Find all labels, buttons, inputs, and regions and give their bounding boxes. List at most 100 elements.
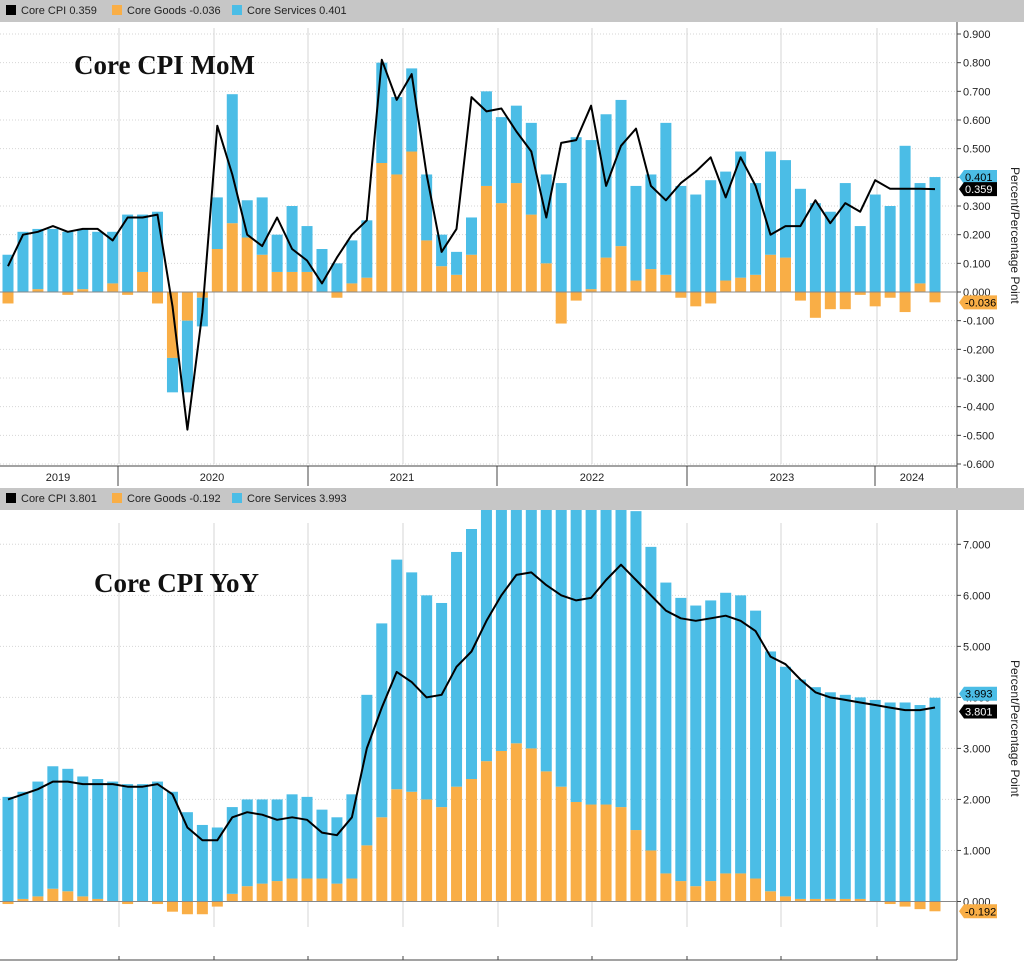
bar-core-goods [421, 240, 433, 292]
bar-core-services [226, 807, 238, 894]
bar-core-goods [630, 830, 642, 902]
bar-core-services [585, 510, 597, 805]
bar-core-services [839, 694, 851, 899]
bar-core-services [809, 687, 821, 899]
bar-core-services [226, 94, 238, 224]
bar-core-services [869, 194, 881, 292]
x-year-label: 2024 [900, 472, 924, 484]
bar-core-goods [2, 901, 14, 905]
panel-yoy: Core CPI 3.801 Core Goods -0.192 Core Se… [0, 488, 1024, 965]
y-tick-label: -0.100 [963, 316, 994, 328]
y-tick-label: 0.500 [963, 144, 991, 156]
bar-core-goods [436, 266, 448, 292]
legend-core-goods-mom[interactable]: Core Goods -0.036 [112, 0, 221, 22]
bar-core-goods [166, 292, 178, 358]
bar-core-services [705, 180, 717, 292]
bar-core-goods [884, 901, 896, 905]
bar-core-services [466, 217, 477, 255]
bar-core-goods [152, 292, 164, 304]
x-year-label: 2020 [200, 472, 224, 484]
bar-core-services [152, 781, 164, 902]
bar-core-services [122, 784, 134, 902]
bar-core-services [211, 197, 223, 249]
bar-core-services [585, 140, 597, 290]
bar-core-services [286, 206, 298, 272]
last-value-core-goods-text: -0.192 [965, 906, 996, 918]
bar-core-services [794, 188, 806, 292]
bar-core-services [107, 231, 119, 284]
x-year-label: 2021 [390, 472, 414, 484]
bar-core-goods [480, 185, 492, 292]
bar-core-services [77, 228, 89, 290]
bar-core-goods [615, 807, 627, 902]
bar-core-services [77, 776, 89, 897]
legend-core-cpi-yoy[interactable]: Core CPI 3.801 [6, 488, 97, 510]
legend-core-services-mom[interactable]: Core Services 0.401 [232, 0, 347, 22]
bar-core-services [884, 206, 896, 292]
last-value-core-cpi-tag [959, 704, 997, 719]
bar-core-goods [540, 263, 552, 292]
bar-core-goods [525, 748, 537, 902]
legend-value: 3.801 [69, 493, 97, 505]
bar-core-goods [62, 292, 74, 295]
bar-core-goods [854, 898, 866, 902]
bar-core-services [17, 231, 29, 292]
y-tick-label: -0.600 [963, 459, 994, 471]
legend-core-cpi-mom[interactable]: Core CPI 0.359 [6, 0, 97, 22]
bar-core-services [555, 183, 567, 292]
bar-core-services [361, 220, 373, 278]
bar-core-goods [122, 901, 134, 905]
bar-core-services [555, 510, 567, 787]
bar-core-services [510, 510, 522, 744]
bar-core-services [466, 529, 477, 780]
bar-core-services [540, 174, 552, 264]
bar-core-services [47, 766, 59, 889]
bar-core-services [286, 794, 298, 879]
bar-core-goods [495, 203, 507, 292]
bar-core-services [765, 151, 777, 255]
bar-core-goods [2, 292, 14, 304]
bar-core-goods [331, 883, 343, 902]
bar-core-services [615, 99, 627, 247]
y-tick-label: 7.000 [963, 539, 991, 551]
y-tick-label: -0.400 [963, 402, 994, 414]
legend-core-goods-yoy[interactable]: Core Goods -0.192 [112, 488, 221, 510]
bar-core-services [421, 174, 433, 241]
bar-core-goods [241, 886, 253, 902]
bar-core-goods [839, 898, 851, 902]
bar-core-services [854, 697, 866, 899]
legend-core-services-yoy[interactable]: Core Services 3.993 [232, 488, 347, 510]
bar-core-goods [32, 289, 44, 292]
bar-core-services [675, 185, 687, 292]
bar-core-goods [705, 292, 717, 304]
last-value-core-services-text: 0.401 [965, 172, 993, 184]
bar-core-services [166, 791, 178, 902]
last-value-core-cpi-text: 3.801 [965, 707, 993, 719]
y-tick-label: 2.000 [963, 794, 991, 806]
bar-core-services [271, 799, 283, 882]
bar-core-goods [181, 292, 193, 321]
bar-core-services [256, 799, 268, 884]
bar-core-goods [660, 274, 672, 292]
bar-core-goods [884, 292, 896, 298]
bar-core-goods [779, 257, 791, 292]
bar-core-services [570, 510, 582, 802]
y-tick-label: 0.100 [963, 258, 991, 270]
bar-core-goods [750, 274, 762, 292]
last-value-core-cpi-text: 0.359 [965, 184, 993, 196]
y-tick-label: 0.800 [963, 58, 991, 70]
bar-core-goods [17, 898, 29, 902]
chart-yoy: 7.0006.0005.0004.0003.0002.0001.0000.000… [0, 510, 1022, 961]
legend-value: 0.359 [69, 5, 97, 17]
chart-mom: 0.9000.8000.7000.6000.5000.4000.3000.200… [0, 22, 1022, 488]
bar-core-services [47, 228, 59, 292]
last-value-core-services-tag [959, 170, 997, 185]
bar-core-goods [779, 896, 791, 902]
bar-core-services [32, 781, 44, 897]
bar-core-goods [226, 893, 238, 902]
bar-core-services [884, 702, 896, 902]
bar-core-services [540, 510, 552, 772]
bar-core-goods [376, 817, 388, 902]
bar-core-goods [47, 888, 59, 902]
bar-core-goods [690, 292, 702, 307]
